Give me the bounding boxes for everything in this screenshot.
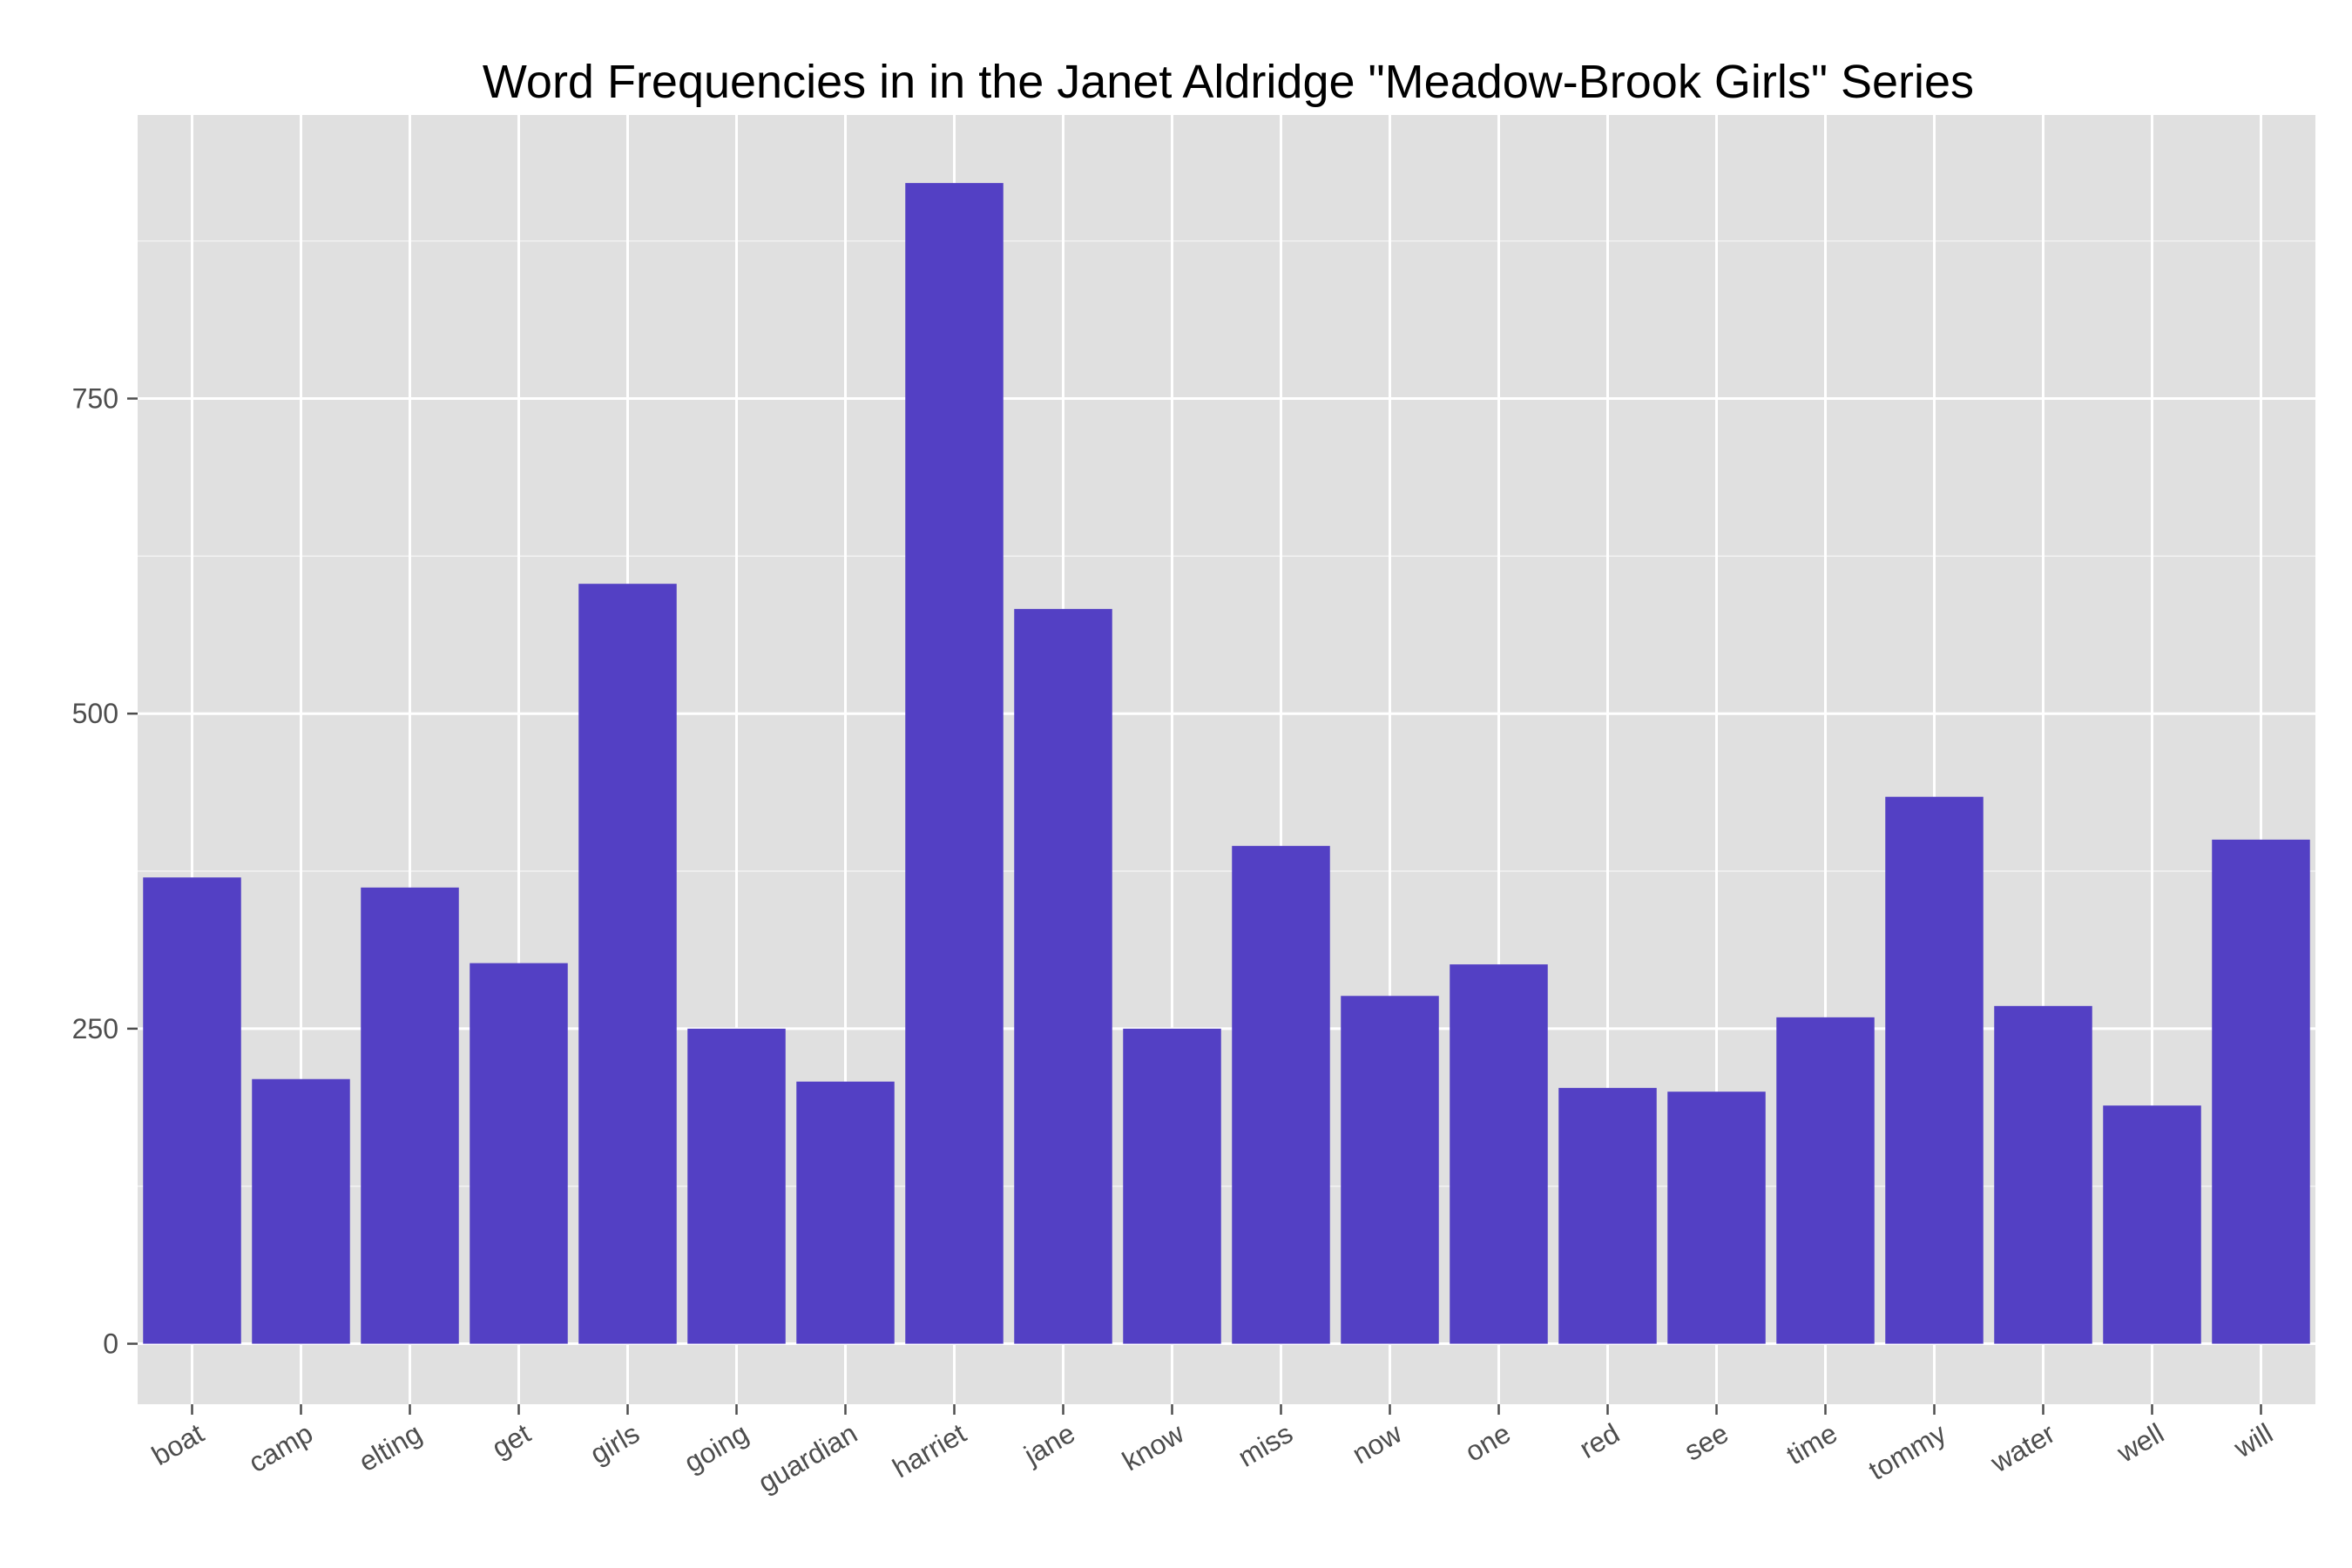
bar-camp	[252, 1078, 350, 1344]
bar-one	[1450, 964, 1548, 1344]
x-tick-label-miss: miss	[1233, 1417, 1298, 1473]
bar-harriet	[905, 183, 1004, 1344]
y-tick-label-3: 750	[72, 383, 118, 415]
y-tick-label-0: 0	[103, 1328, 118, 1360]
y-axis: 0 250 500 750	[72, 383, 138, 1360]
bar-time	[1776, 1017, 1875, 1344]
bar-will	[2212, 839, 2310, 1344]
x-tick-label-see: see	[1679, 1417, 1734, 1467]
bars	[143, 183, 2310, 1344]
x-tick-label-going: going	[679, 1417, 754, 1478]
x-tick-label-tommy: tommy	[1863, 1417, 1951, 1486]
bar-well	[2103, 1105, 2201, 1344]
x-tick-label-will: will	[2228, 1417, 2278, 1464]
x-tick-label-water: water	[1984, 1417, 2060, 1479]
bar-going	[687, 1028, 786, 1344]
y-tick-label-2: 500	[72, 698, 118, 729]
x-tick-label-girls: girls	[585, 1417, 645, 1470]
y-tick-label-1: 250	[72, 1013, 118, 1044]
x-axis: boat camp elting get girls going guardian harri…	[146, 1404, 2278, 1498]
x-tick-label-time: time	[1781, 1417, 1842, 1470]
x-tick-label-harriet: harriet	[887, 1417, 971, 1484]
x-tick-label-camp: camp	[243, 1417, 318, 1478]
x-tick-label-know: know	[1117, 1416, 1189, 1477]
bar-get	[470, 963, 568, 1344]
x-tick-label-elting: elting	[354, 1417, 427, 1477]
bar-water	[1994, 1005, 2092, 1344]
bar-girls	[578, 584, 677, 1344]
bar-see	[1667, 1092, 1766, 1344]
x-tick-label-guardian: guardian	[753, 1417, 862, 1498]
bar-elting	[361, 887, 459, 1344]
x-tick-label-jane: jane	[1018, 1417, 1080, 1471]
x-tick-label-now: now	[1347, 1416, 1408, 1470]
bar-boat	[143, 877, 241, 1344]
bar-now	[1341, 996, 1439, 1344]
bar-know	[1123, 1028, 1221, 1344]
plot-panel	[138, 115, 2315, 1404]
x-tick-label-red: red	[1574, 1417, 1625, 1464]
bar-guardian	[796, 1081, 895, 1344]
x-tick-label-boat: boat	[146, 1417, 209, 1471]
bar-red	[1558, 1087, 1657, 1344]
bar-tommy	[1885, 796, 1984, 1344]
x-tick-label-well: well	[2111, 1417, 2169, 1469]
x-tick-label-get: get	[486, 1417, 536, 1463]
bar-miss	[1232, 846, 1330, 1344]
chart-title: Word Frequencies in in the Janet Aldridg…	[483, 56, 1974, 108]
bar-jane	[1014, 609, 1112, 1344]
x-tick-label-one: one	[1460, 1417, 1516, 1468]
